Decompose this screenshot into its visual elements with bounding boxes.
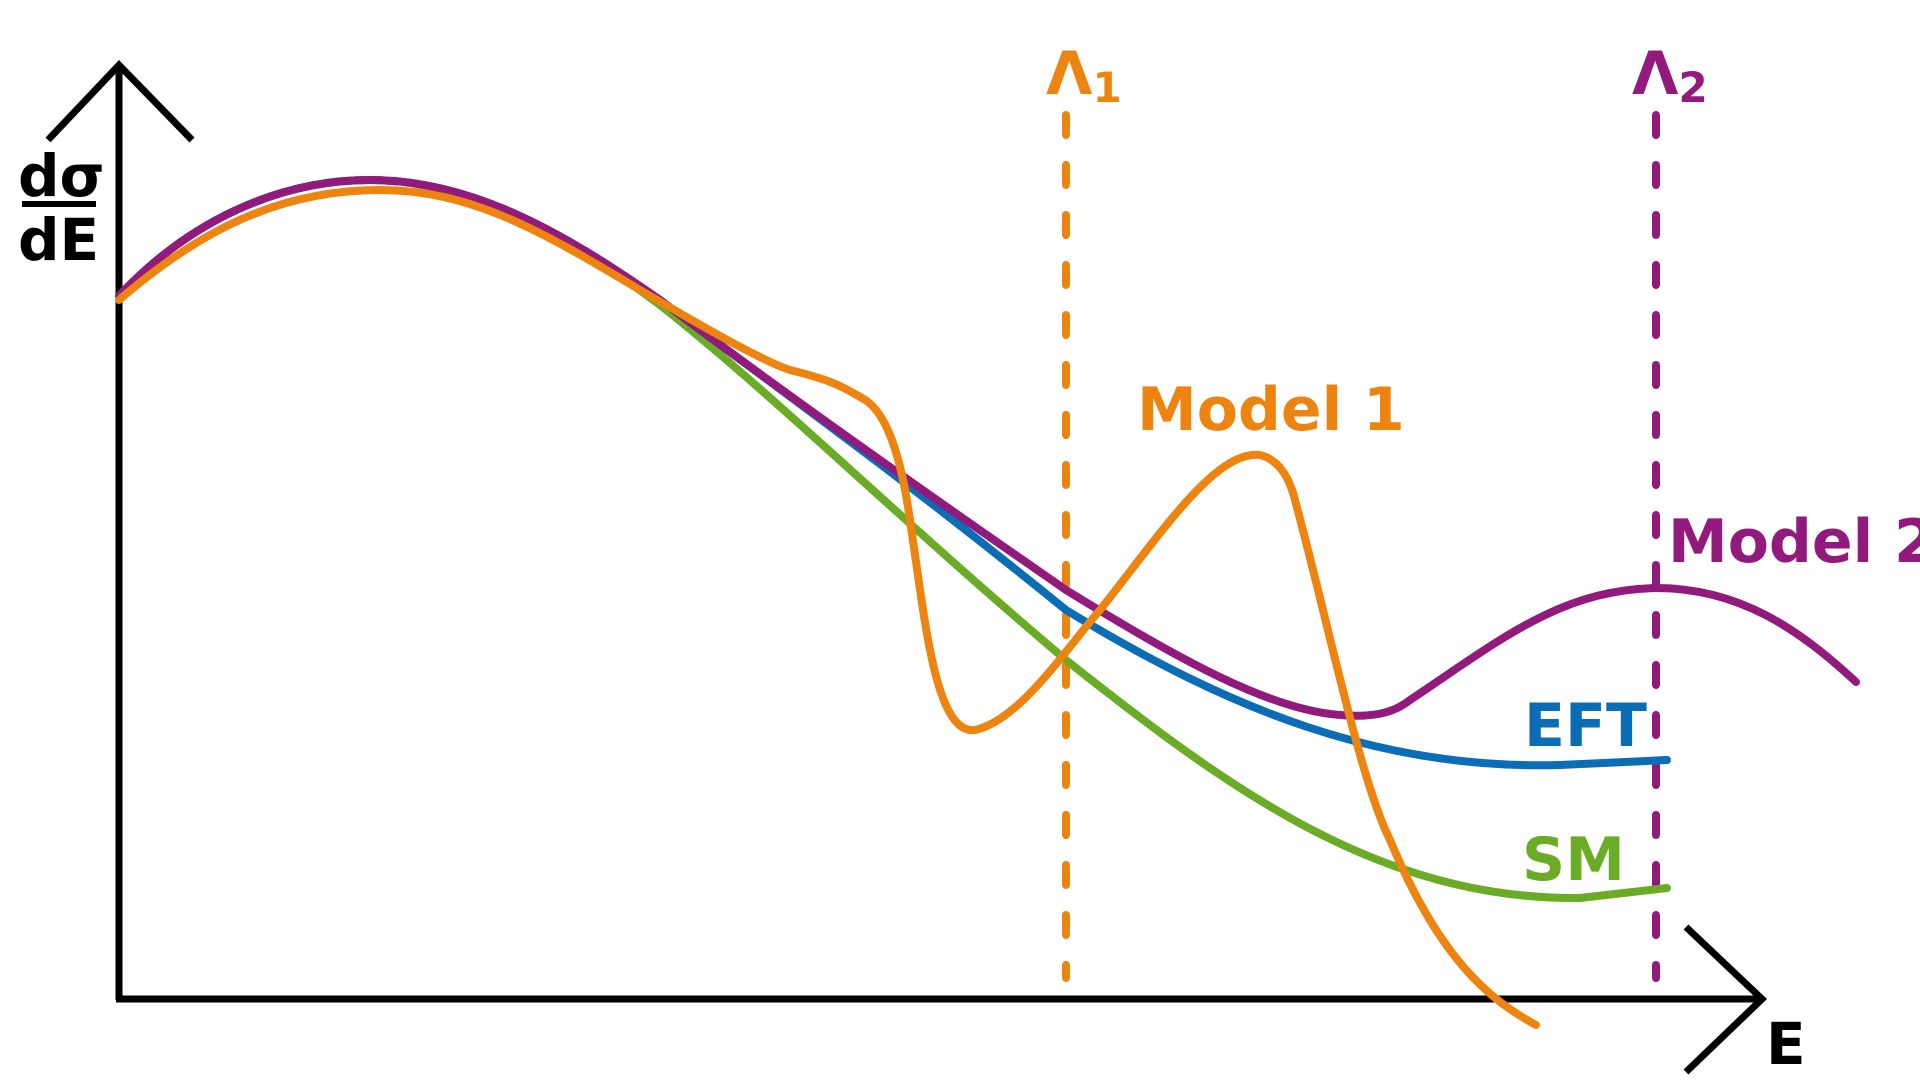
model2-curve [115, 176, 1860, 720]
model1-curve [115, 186, 1540, 1029]
y-axis-label-denominator: dE [18, 206, 99, 274]
lambda1-label: Λ1 [1046, 39, 1122, 112]
axes [45, 59, 1768, 1075]
model1-label: Model 1 [1137, 375, 1405, 445]
x-axis-label: E [1766, 1010, 1806, 1078]
sm-label: SM [1522, 825, 1625, 895]
eft-label: EFT [1524, 691, 1647, 761]
lambda2-label: Λ2 [1632, 39, 1708, 112]
x-axis-arrowhead [1683, 924, 1768, 1075]
y-axis-arrowhead [45, 59, 195, 143]
model2-label: Model 2 [1668, 507, 1920, 577]
sm-curve [115, 176, 1671, 903]
y-axis-label-numerator: dσ [18, 142, 105, 210]
